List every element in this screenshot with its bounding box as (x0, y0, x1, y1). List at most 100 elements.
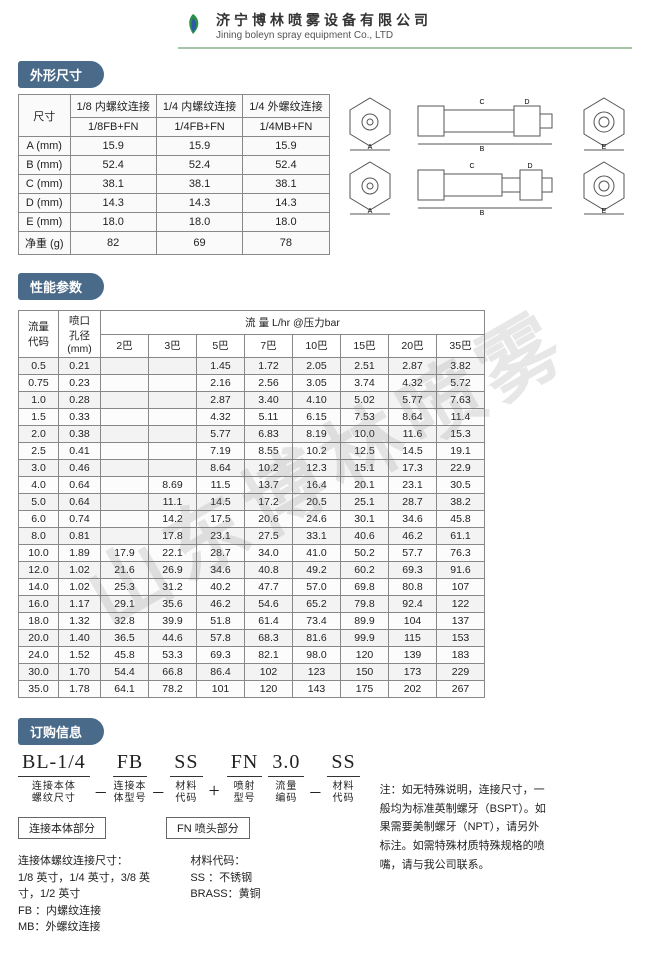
perf-cell: 68.3 (245, 630, 293, 647)
perf-cell: 40.2 (197, 579, 245, 596)
perf-cell (149, 460, 197, 477)
perf-h-orifice: 喷口 孔径 (mm) (59, 311, 101, 358)
group-head: FN 喷头部分 (166, 817, 250, 839)
perf-orifice: 1.70 (59, 664, 101, 681)
perf-cell: 4.32 (389, 375, 437, 392)
dim-cell: 18.0 (156, 213, 242, 232)
order-part-code: SS (327, 751, 359, 777)
perf-cell: 69.3 (389, 562, 437, 579)
perf-cell: 34.6 (197, 562, 245, 579)
dim-cell: 18.0 (243, 213, 329, 232)
dim-corner: 尺寸 (19, 95, 71, 137)
perf-cell: 12.3 (293, 460, 341, 477)
order-sep-dash: – (96, 780, 107, 805)
perf-cell: 2.56 (245, 375, 293, 392)
perf-cell: 17.3 (389, 460, 437, 477)
perf-bar-col: 10巴 (293, 334, 341, 358)
dim-col1-l1: 1/4 内螺纹连接 (156, 95, 242, 118)
order-part-label: 流量 编码 (275, 781, 297, 805)
company-name-en: Jining boleyn spray equipment Co., LTD (216, 30, 432, 41)
order-sep-plus: + (209, 780, 221, 805)
perf-cell: 89.9 (341, 613, 389, 630)
drawing-side-2: B C D (412, 158, 562, 216)
group-body: 连接本体部分 (18, 817, 106, 839)
perf-bar-col: 3巴 (149, 334, 197, 358)
perf-cell: 5.02 (341, 392, 389, 409)
perf-cell: 69.3 (197, 647, 245, 664)
perf-cell: 173 (389, 664, 437, 681)
perf-orifice: 0.23 (59, 375, 101, 392)
svg-text:B: B (479, 146, 484, 152)
dim-cell: 78 (243, 232, 329, 255)
perf-cell: 107 (437, 579, 485, 596)
perf-cell (149, 392, 197, 409)
dim-cell: 14.3 (243, 194, 329, 213)
perf-cell: 10.2 (245, 460, 293, 477)
perf-cell: 11.4 (437, 409, 485, 426)
svg-text:C: C (469, 163, 474, 170)
perf-orifice: 1.89 (59, 545, 101, 562)
perf-cell: 27.5 (245, 528, 293, 545)
drawing-hex-back-2: E (579, 158, 629, 216)
perf-cell (101, 511, 149, 528)
foot-left-l3: MB：外螺纹连接 (18, 919, 150, 936)
perf-cell (101, 443, 149, 460)
perf-flowcode: 2.0 (19, 426, 59, 443)
perf-orifice: 0.46 (59, 460, 101, 477)
perf-bar-col: 5巴 (197, 334, 245, 358)
perf-cell: 91.6 (437, 562, 485, 579)
perf-cell: 202 (389, 681, 437, 698)
section-dimensions: 外形尺寸 (18, 61, 104, 88)
perf-cell: 61.1 (437, 528, 485, 545)
perf-cell: 81.6 (293, 630, 341, 647)
perf-orifice: 0.41 (59, 443, 101, 460)
perf-cell: 41.0 (293, 545, 341, 562)
svg-text:A: A (367, 208, 372, 215)
section-ordering: 订购信息 (18, 718, 104, 745)
perf-cell: 104 (389, 613, 437, 630)
perf-cell (101, 460, 149, 477)
perf-cell: 143 (293, 681, 341, 698)
perf-cell: 31.2 (149, 579, 197, 596)
perf-flowcode: 20.0 (19, 630, 59, 647)
perf-cell: 15.3 (437, 426, 485, 443)
perf-cell: 66.8 (149, 664, 197, 681)
foot-right-l1: SS ：不锈钢 (190, 870, 322, 887)
performance-table: 流量 代码 喷口 孔径 (mm) 流 量 L/hr @压力bar 2巴3巴5巴7… (18, 310, 485, 698)
perf-cell (149, 375, 197, 392)
order-sep-dash: – (310, 780, 321, 805)
perf-flowcode: 6.0 (19, 511, 59, 528)
order-part-code: BL-1/4 (18, 751, 90, 777)
perf-orifice: 1.52 (59, 647, 101, 664)
perf-cell: 11.6 (389, 426, 437, 443)
company-name-cn: 济宁博林喷雾设备有限公司 (216, 10, 432, 30)
foot-right-l2: BRASS：黄铜 (190, 886, 322, 903)
dim-cell: 52.4 (156, 156, 242, 175)
perf-cell: 7.19 (197, 443, 245, 460)
order-part: 3.0 流量 编码 (268, 751, 304, 805)
dim-col2-l2: 1/4MB+FN (243, 118, 329, 137)
dimensions-table: 尺寸 1/8 内螺纹连接 1/4 内螺纹连接 1/4 外螺纹连接 1/8FB+F… (18, 94, 330, 255)
dim-cell: 52.4 (243, 156, 329, 175)
perf-cell: 34.6 (389, 511, 437, 528)
svg-text:D: D (524, 99, 529, 106)
dim-row-key: E (mm) (19, 213, 71, 232)
perf-cell: 61.4 (245, 613, 293, 630)
perf-cell: 19.1 (437, 443, 485, 460)
svg-text:E: E (602, 144, 607, 151)
perf-cell: 12.5 (341, 443, 389, 460)
order-part-code: 3.0 (268, 751, 304, 777)
foot-left-l2: FB ：内螺纹连接 (18, 903, 150, 920)
footnote-left: 连接体螺纹连接尺寸： 1/8 英寸，1/4 英寸，3/8 英寸，1/2 英寸 F… (18, 853, 150, 936)
dim-col0-l2: 1/8FB+FN (70, 118, 156, 137)
perf-cell: 45.8 (437, 511, 485, 528)
order-part-label: 材料 代码 (332, 781, 354, 805)
dim-row-key: C (mm) (19, 175, 71, 194)
perf-cell: 17.8 (149, 528, 197, 545)
perf-cell: 5.77 (197, 426, 245, 443)
perf-cell: 5.77 (389, 392, 437, 409)
perf-cell (149, 358, 197, 375)
perf-cell: 1.72 (245, 358, 293, 375)
perf-flowcode: 12.0 (19, 562, 59, 579)
perf-cell: 1.45 (197, 358, 245, 375)
